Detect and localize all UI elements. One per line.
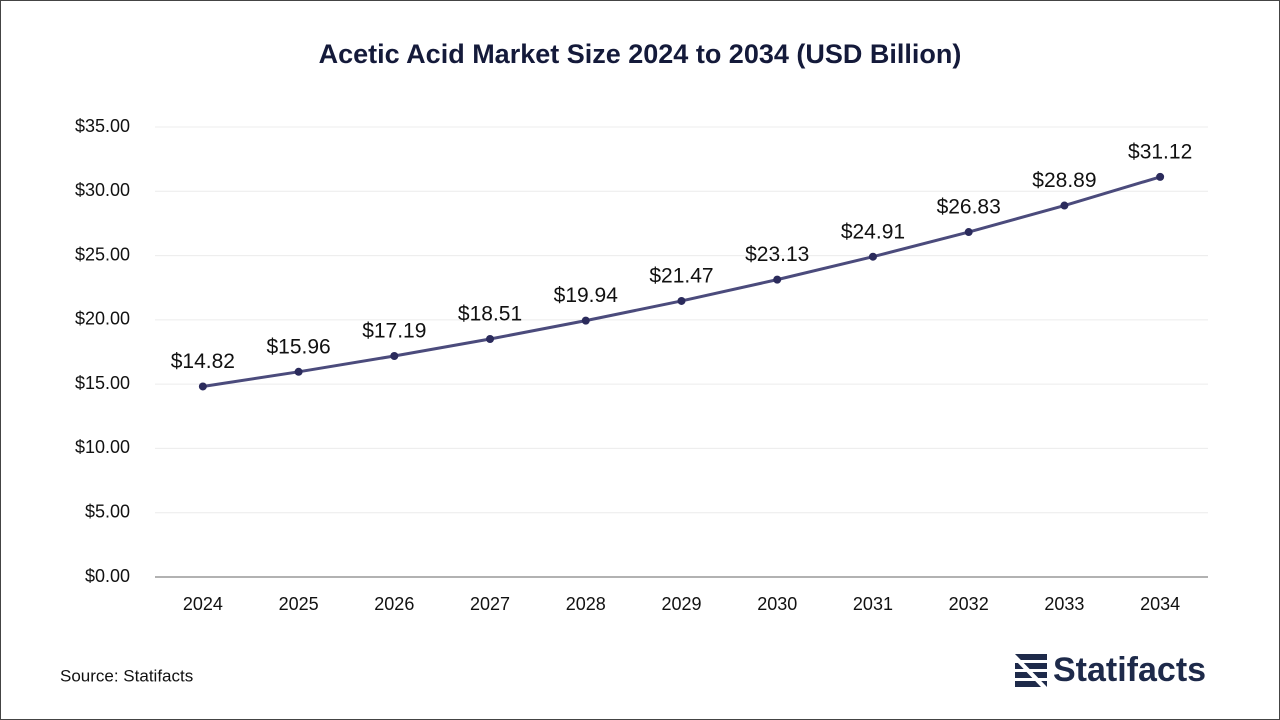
x-tick-label: 2024 <box>183 594 223 614</box>
data-label: $19.94 <box>554 284 619 307</box>
data-label: $17.19 <box>362 320 426 343</box>
x-tick-label: 2031 <box>853 594 893 614</box>
marker <box>1156 172 1165 181</box>
y-tick-label: $35.00 <box>75 116 130 136</box>
y-tick-label: $25.00 <box>75 244 130 264</box>
brand-logo: Statifacts <box>1015 651 1206 689</box>
marker <box>677 296 686 305</box>
data-label: $31.12 <box>1128 140 1192 163</box>
x-tick-label: 2033 <box>1044 594 1084 614</box>
data-label: $23.13 <box>745 243 809 266</box>
y-tick-label: $30.00 <box>75 180 130 200</box>
y-tick-label: $10.00 <box>75 437 130 457</box>
marker <box>486 335 495 344</box>
logo-icon <box>1015 654 1047 687</box>
marker <box>390 351 399 360</box>
data-label: $18.51 <box>458 303 522 326</box>
x-tick-label: 2028 <box>566 594 606 614</box>
marker <box>294 367 303 376</box>
data-label: $21.47 <box>649 265 713 288</box>
brand-name: Statifacts <box>1053 651 1206 689</box>
y-tick-label: $15.00 <box>75 373 130 393</box>
marker <box>964 228 973 237</box>
marker <box>198 382 207 391</box>
marker <box>868 252 877 261</box>
x-tick-label: 2034 <box>1140 594 1180 614</box>
x-tick-label: 2027 <box>470 594 510 614</box>
chart-title: Acetic Acid Market Size 2024 to 2034 (US… <box>319 39 962 69</box>
data-label: $24.91 <box>841 220 905 243</box>
x-tick-label: 2030 <box>757 594 797 614</box>
x-tick-label: 2026 <box>374 594 414 614</box>
marker <box>1060 201 1069 210</box>
marker <box>581 316 590 325</box>
x-tick-label: 2029 <box>661 594 701 614</box>
data-label: $26.83 <box>937 196 1001 219</box>
x-tick-label: 2032 <box>949 594 989 614</box>
data-label: $14.82 <box>171 350 235 373</box>
data-label: $15.96 <box>266 335 330 358</box>
y-tick-label: $5.00 <box>85 501 130 521</box>
y-tick-label: $0.00 <box>85 566 130 586</box>
marker <box>773 275 782 284</box>
source: Source: Statifacts <box>60 666 193 685</box>
data-label: $28.89 <box>1032 169 1096 192</box>
x-tick-label: 2025 <box>279 594 319 614</box>
y-tick-label: $20.00 <box>75 309 130 329</box>
